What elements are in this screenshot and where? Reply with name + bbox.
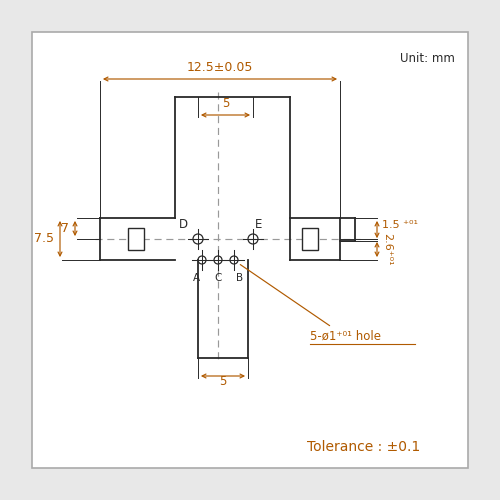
Text: Unit: mm: Unit: mm (400, 52, 455, 65)
Text: 7: 7 (61, 222, 69, 235)
Text: B: B (236, 273, 243, 283)
Text: Tolerance : ±0.1: Tolerance : ±0.1 (307, 440, 420, 454)
Text: 5: 5 (220, 375, 226, 388)
Bar (302, 228, 318, 250)
Text: D: D (179, 218, 188, 231)
Text: 5: 5 (222, 97, 229, 110)
Text: 1.5 ⁺⁰¹: 1.5 ⁺⁰¹ (382, 220, 418, 230)
Bar (32, 32, 468, 468)
Text: 5-ø1⁺⁰¹ hole: 5-ø1⁺⁰¹ hole (240, 264, 381, 343)
Bar (128, 228, 144, 250)
Text: 7.5: 7.5 (34, 232, 54, 245)
Text: A: A (193, 273, 200, 283)
Text: 12.5±0.05: 12.5±0.05 (187, 61, 253, 74)
Text: E: E (255, 218, 262, 231)
Text: 2.6⁺⁰¹: 2.6⁺⁰¹ (382, 233, 392, 266)
Text: C: C (214, 273, 222, 283)
